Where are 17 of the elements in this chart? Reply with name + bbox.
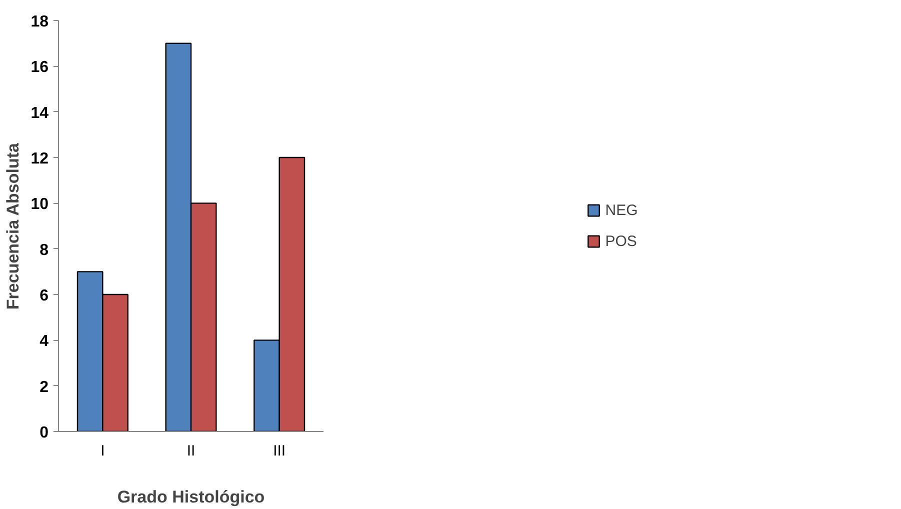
x-tick-label: I (100, 442, 105, 460)
y-tick-label: 0 (40, 424, 49, 442)
y-tick-label: 10 (30, 196, 49, 214)
y-tick-label: 4 (40, 333, 49, 350)
y-tick-label: 8 (40, 242, 49, 259)
y-tick-label: 12 (30, 150, 49, 168)
x-axis-title: Grado Histológico (117, 488, 265, 506)
y-tick-label: 2 (40, 378, 49, 396)
x-tick-label: II (186, 442, 196, 460)
y-tick-label: 16 (30, 59, 49, 76)
y-tick-label: 6 (40, 288, 49, 304)
y-tick-label: 14 (30, 104, 49, 122)
legend-label: NEG (605, 202, 638, 218)
y-tick-label: 18 (30, 14, 49, 30)
y-axis-title: Frecuencia Absoluta (4, 142, 23, 310)
x-tick-label: III (273, 442, 286, 460)
legend-label: POS (605, 232, 637, 250)
